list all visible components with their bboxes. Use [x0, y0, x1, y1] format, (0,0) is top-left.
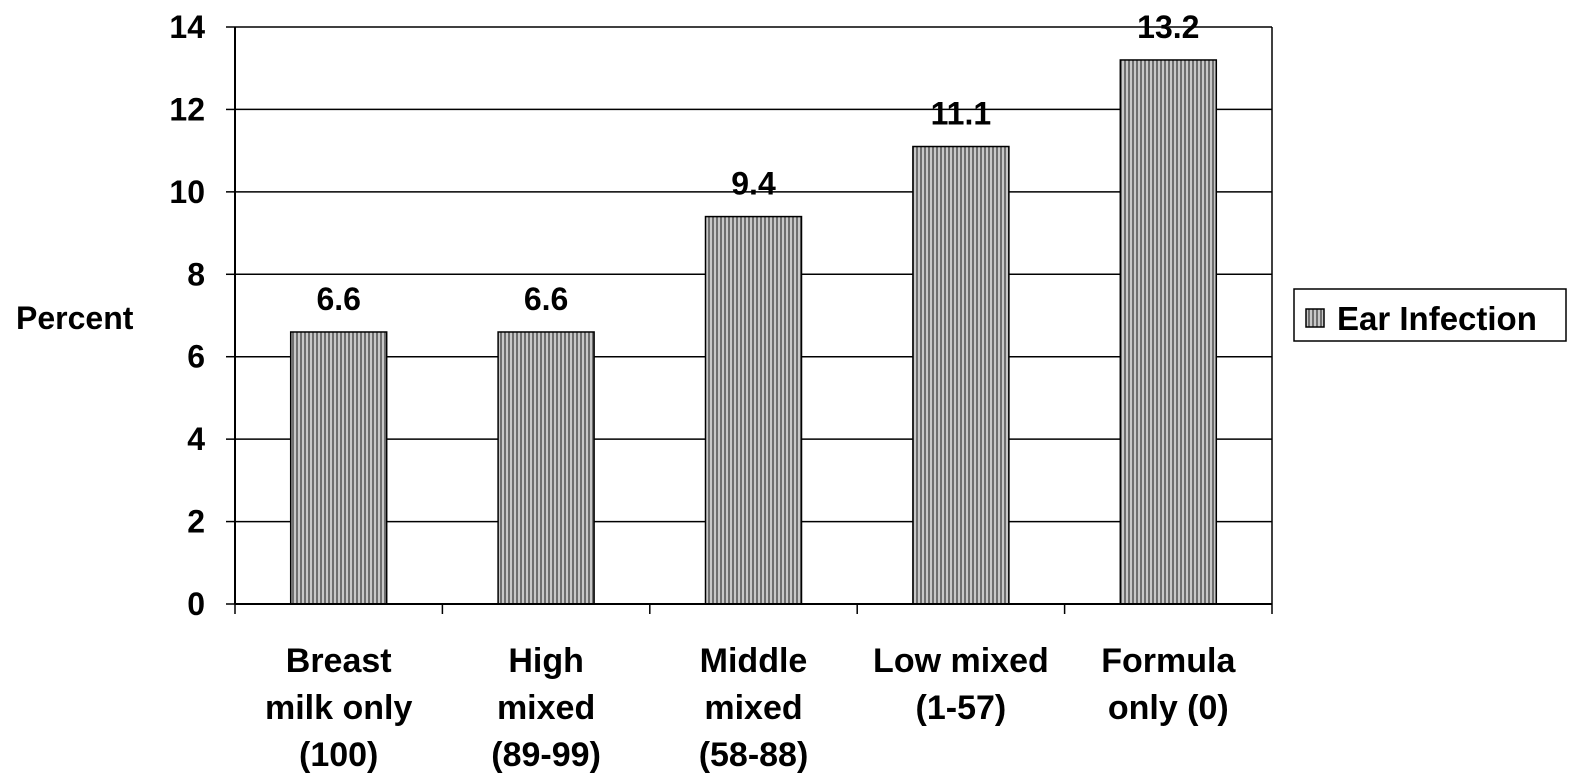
y-tick-label: 14 — [169, 9, 205, 45]
x-category-label-line: only (0) — [1108, 689, 1229, 727]
x-category-label: Breast milk only (100) — [265, 642, 412, 773]
bar — [1119, 59, 1218, 605]
bar — [912, 145, 1010, 605]
labels: 0 2 4 6 8 10 12 14 6.6 Breast milk only (100) 6.6 Hig… — [169, 9, 1236, 773]
data-label: 13.2 — [1137, 9, 1199, 45]
x-category-label: Middle mixed (58-88) — [699, 642, 809, 773]
x-category-label-line: Formula — [1101, 642, 1236, 680]
data-label: 6.6 — [524, 281, 568, 317]
legend: Ear Infection — [1293, 288, 1567, 342]
y-tick-label: 12 — [169, 91, 205, 127]
bar — [497, 331, 595, 605]
x-category-label-line: (89-99) — [491, 736, 601, 773]
bar — [289, 331, 388, 605]
y-tick-label: 0 — [187, 586, 205, 622]
x-category-label-line: Middle — [700, 642, 808, 680]
x-category-label-line: mixed — [704, 689, 802, 727]
x-category-label-line: Breast — [286, 642, 392, 680]
x-category-label-line: (58-88) — [699, 736, 809, 773]
x-category-label-line: mixed — [497, 689, 595, 727]
axes — [226, 26, 1273, 614]
x-category-label: Formula only (0) — [1101, 642, 1236, 727]
legend-swatch — [1305, 308, 1325, 328]
data-label: 11.1 — [931, 96, 992, 132]
x-category-label-line: High — [508, 642, 584, 680]
bar — [704, 215, 803, 605]
y-tick-label: 10 — [169, 174, 205, 210]
x-category-label-line: (100) — [299, 736, 378, 773]
x-category-label-line: Low mixed — [873, 642, 1049, 680]
legend-box — [1293, 288, 1567, 342]
x-category-label-line: milk only — [265, 689, 412, 727]
x-category-label-line: (1-57) — [916, 689, 1007, 727]
y-tick-label: 8 — [187, 256, 205, 292]
legend-label-ear-infection: Ear Infection — [1337, 300, 1537, 337]
x-category-label: Low mixed (1-57) — [873, 642, 1049, 727]
y-tick-label: 2 — [187, 504, 205, 540]
bars — [289, 59, 1218, 605]
y-tick-label: 6 — [187, 339, 205, 375]
y-axis-title: Percent — [16, 300, 134, 336]
data-label: 6.6 — [316, 281, 360, 317]
x-category-label: High mixed (89-99) — [491, 642, 601, 773]
y-tick-label: 4 — [187, 421, 205, 457]
data-label: 9.4 — [731, 166, 776, 202]
